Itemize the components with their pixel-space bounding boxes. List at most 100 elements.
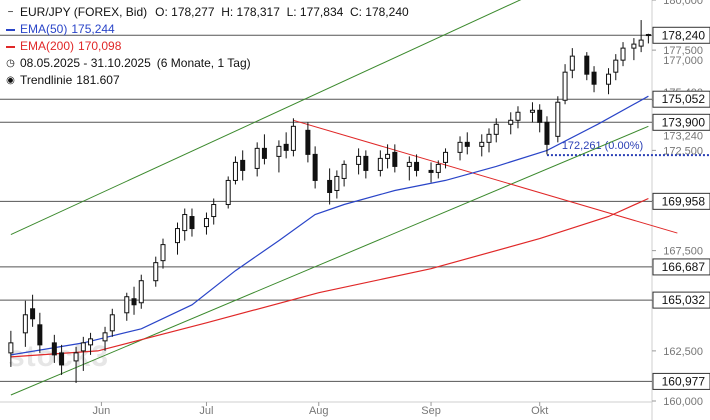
period-label: (6 Monate, 1 Tag) — [156, 56, 251, 70]
candle-body — [305, 129, 311, 155]
partial-label-b: 173,240 — [663, 131, 703, 143]
level-badge-label: 175,052 — [662, 92, 706, 106]
candle-body — [334, 175, 340, 191]
level-badge — [652, 291, 710, 309]
ema200-label: EMA(200) — [20, 39, 75, 53]
candle-body — [22, 314, 28, 334]
candle-body — [377, 157, 383, 171]
candle-body — [457, 141, 463, 153]
ema200-value: 170,098 — [78, 39, 122, 53]
candle-body — [638, 39, 644, 47]
candle-body — [261, 147, 267, 159]
candle-body — [508, 119, 514, 125]
y-tick-label: 172,500 — [663, 145, 703, 157]
candle-body — [30, 308, 36, 320]
downtrend-line — [293, 119, 678, 234]
candle-body — [591, 71, 597, 85]
candle-body — [211, 204, 217, 218]
candle-body — [392, 151, 398, 167]
legend-range-row: ◷ 08.05.2025 - 31.10.2025 (6 Monate, 1 T… — [6, 55, 409, 72]
level-badge — [652, 258, 710, 276]
y-tick-label: 167,500 — [663, 246, 703, 258]
ema50-label: EMA(50) — [20, 22, 68, 36]
candle-body — [73, 352, 79, 362]
candle-body — [182, 214, 188, 232]
candle-body — [341, 163, 347, 179]
candle-body — [645, 34, 651, 37]
level-badge — [652, 372, 710, 390]
candle-body — [569, 55, 575, 71]
instrument-title: EUR/JPY (FOREX, Bid) — [20, 5, 148, 19]
y-tick-label: 160,000 — [663, 396, 703, 408]
candle-body — [327, 179, 333, 193]
candle-body — [555, 101, 561, 137]
level-badge-label: 160,977 — [662, 374, 706, 388]
candle-body — [620, 47, 626, 61]
candle-body — [385, 153, 391, 159]
x-tick-label: Aug — [309, 405, 329, 417]
x-tick-label: Jun — [93, 405, 111, 417]
candle-body — [240, 159, 246, 171]
legend-trend-row: ◉ Trendlinie 181.607 — [6, 72, 409, 89]
candle-body — [493, 123, 499, 135]
candle-body — [203, 218, 209, 228]
candle-body — [51, 342, 57, 356]
y-tick-label: 162,500 — [663, 346, 703, 358]
level-badge-label: 165,032 — [662, 293, 706, 307]
candle-body — [537, 109, 543, 123]
x-tick-label: Jul — [199, 405, 213, 417]
candle-body — [102, 332, 108, 342]
candle-body — [414, 161, 420, 171]
legend-ema200-row: EMA(200) 170,098 — [6, 38, 409, 55]
candle-body — [312, 153, 318, 181]
y-tick-label: 180,000 — [663, 0, 703, 7]
trendline-label: Trendlinie — [20, 73, 73, 87]
level-badge — [652, 26, 710, 44]
candle-body — [189, 216, 195, 230]
candle-body — [356, 155, 362, 165]
candle-body — [283, 143, 289, 151]
level-badge-label: 173,900 — [662, 115, 706, 129]
candle-body — [584, 55, 590, 75]
x-tick-label: Okt — [531, 405, 548, 417]
candle-body — [443, 151, 449, 163]
ema50-value: 175,244 — [71, 22, 115, 36]
candle-body — [8, 342, 14, 354]
candle-body — [131, 298, 137, 306]
channel-lower-line — [10, 125, 649, 396]
candle-body — [174, 228, 180, 244]
chart-legend: − EUR/JPY (FOREX, Bid) O: 178,277 H: 178… — [6, 4, 409, 89]
candle-body — [435, 163, 441, 173]
candle-body — [59, 352, 65, 366]
legend-title-row: − EUR/JPY (FOREX, Bid) O: 178,277 H: 178… — [6, 4, 409, 21]
level-badge — [652, 90, 710, 108]
candle-body — [232, 161, 238, 181]
candle-body — [37, 324, 43, 346]
x-tick-label: Sep — [421, 405, 441, 417]
candle-body — [254, 147, 260, 169]
y-tick-label: 177,500 — [663, 45, 703, 57]
date-range: 08.05.2025 - 31.10.2025 — [20, 56, 151, 70]
clock-icon: ◷ — [6, 58, 15, 69]
level-badge-label: 169,958 — [662, 194, 706, 208]
candle-body — [515, 111, 521, 121]
candle-body — [606, 73, 612, 85]
trendline-value: 181.607 — [76, 73, 120, 87]
candle-body — [109, 314, 115, 332]
candle-body — [138, 280, 144, 304]
candle-body — [290, 125, 296, 151]
ema50-line — [10, 95, 649, 356]
candle-body — [613, 59, 619, 73]
minus-icon[interactable]: − — [7, 7, 14, 18]
target-icon: ◉ — [6, 75, 15, 86]
candle-body — [428, 169, 434, 173]
ema200-line — [10, 197, 649, 358]
candle-body — [486, 133, 492, 143]
candle-body — [631, 43, 637, 49]
candle-body — [153, 262, 159, 282]
candle-body — [80, 342, 86, 352]
candle-body — [363, 155, 369, 171]
candle-body — [124, 296, 130, 314]
ohlc-values: O: 178,277 H: 178,317 L: 177,834 C: 178,… — [155, 5, 409, 19]
